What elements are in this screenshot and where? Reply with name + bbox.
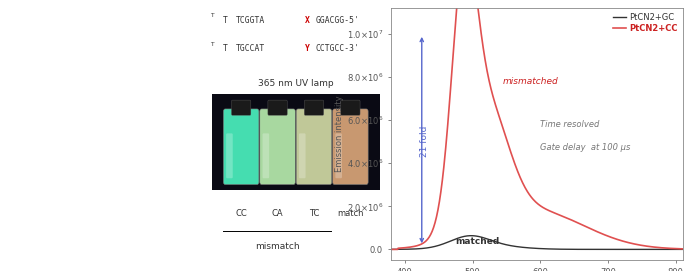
Text: TGCCAT: TGCCAT [236,44,265,53]
FancyBboxPatch shape [212,94,379,190]
Text: matched: matched [456,237,500,246]
FancyBboxPatch shape [335,133,342,178]
Text: CA: CA [272,209,283,218]
Text: Time resolved: Time resolved [541,120,600,129]
Text: match: match [337,209,364,218]
FancyBboxPatch shape [296,109,332,185]
Text: TC: TC [309,209,319,218]
FancyBboxPatch shape [333,109,368,185]
Text: TCGGTA: TCGGTA [236,15,265,24]
Legend: PtCN2+GC, PtCN2+CC: PtCN2+GC, PtCN2+CC [610,10,681,37]
FancyBboxPatch shape [305,100,324,115]
Text: CC: CC [235,209,247,218]
Text: GGACGG-5': GGACGG-5' [316,15,360,24]
FancyBboxPatch shape [268,100,287,115]
Text: CCTGCC-3': CCTGCC-3' [316,44,360,53]
Text: mismatched: mismatched [503,77,559,86]
Text: 365 nm UV lamp: 365 nm UV lamp [258,79,333,88]
Text: T: T [210,13,214,18]
FancyBboxPatch shape [231,100,251,115]
FancyBboxPatch shape [263,133,269,178]
Y-axis label: Emission intensity: Emission intensity [335,96,344,172]
Text: T: T [223,44,228,53]
Text: mismatch: mismatch [255,242,299,251]
FancyBboxPatch shape [260,109,295,185]
Text: X: X [305,15,309,24]
Text: T: T [210,42,214,47]
Text: Y: Y [305,44,309,53]
FancyBboxPatch shape [341,100,360,115]
Text: 21 fold: 21 fold [421,126,429,157]
Text: T: T [223,15,228,24]
Text: Gate delay  at 100 μs: Gate delay at 100 μs [541,143,630,151]
FancyBboxPatch shape [299,133,305,178]
FancyBboxPatch shape [226,133,233,178]
FancyBboxPatch shape [224,109,259,185]
